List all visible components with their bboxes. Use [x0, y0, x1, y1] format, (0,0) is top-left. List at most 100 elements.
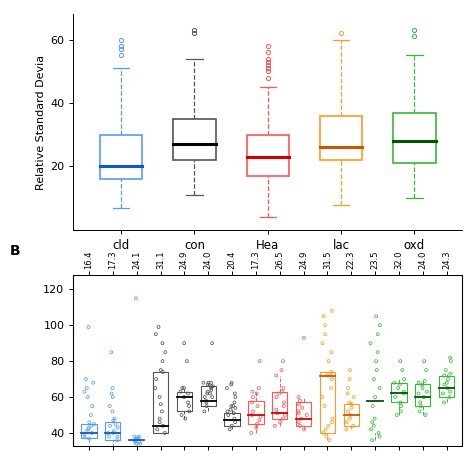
- Point: [321, 330, 329, 338]
- Point: [230, 410, 237, 417]
- Point: [88, 429, 96, 437]
- Point: [278, 366, 285, 374]
- Point: [423, 388, 431, 395]
- Bar: [201, 386, 216, 406]
- Point: [209, 393, 216, 401]
- Point: [135, 433, 143, 440]
- Point: [344, 408, 352, 415]
- Point: [273, 406, 280, 413]
- Bar: [153, 372, 168, 433]
- Point: [201, 393, 209, 401]
- Bar: [415, 384, 430, 406]
- Point: [444, 384, 451, 392]
- Y-axis label: Relative Standard Devia: Relative Standard Devia: [36, 55, 46, 190]
- Point: [442, 366, 450, 374]
- Point: [273, 372, 280, 379]
- Point: [440, 399, 448, 406]
- Bar: [393, 112, 436, 163]
- Point: [374, 348, 382, 356]
- Bar: [173, 119, 216, 160]
- Point: [132, 294, 139, 302]
- Point: [376, 384, 383, 392]
- Point: [295, 408, 302, 415]
- Point: [83, 428, 91, 435]
- Point: [328, 307, 336, 315]
- Bar: [344, 404, 359, 426]
- Point: [207, 379, 215, 386]
- Point: [155, 323, 162, 331]
- Point: [301, 426, 308, 433]
- Point: [231, 404, 239, 411]
- Point: [393, 411, 401, 419]
- Point: [346, 399, 353, 406]
- Point: [343, 426, 350, 433]
- Point: [327, 384, 335, 392]
- Point: [346, 411, 354, 419]
- Point: [87, 411, 95, 419]
- Point: [319, 339, 326, 347]
- Point: [112, 420, 119, 428]
- Bar: [392, 383, 407, 402]
- Point: [152, 384, 159, 392]
- Point: [419, 381, 426, 388]
- Point: [110, 428, 118, 435]
- Point: [248, 411, 256, 419]
- Point: [85, 435, 93, 442]
- Point: [109, 384, 117, 392]
- Point: [227, 406, 234, 413]
- Point: [249, 408, 257, 415]
- Point: [185, 402, 193, 410]
- Point: [397, 408, 405, 415]
- Point: [279, 357, 287, 365]
- Text: B: B: [9, 244, 20, 258]
- Point: [184, 390, 191, 397]
- Point: [328, 375, 336, 383]
- Point: [443, 379, 451, 386]
- Point: [321, 321, 329, 329]
- Point: [319, 312, 327, 320]
- Point: [113, 437, 121, 444]
- Point: [104, 429, 111, 437]
- Point: [369, 402, 376, 410]
- Point: [392, 393, 399, 401]
- Point: [159, 422, 167, 429]
- Point: [370, 375, 378, 383]
- Point: [249, 388, 256, 395]
- Point: [224, 408, 231, 415]
- Point: [114, 424, 121, 431]
- Point: [281, 411, 289, 419]
- Point: [81, 431, 88, 438]
- Point: [343, 419, 351, 426]
- Point: [329, 415, 337, 422]
- Point: [328, 419, 336, 426]
- Point: [271, 422, 279, 429]
- Point: [417, 402, 425, 410]
- Point: [280, 402, 287, 410]
- Point: [441, 381, 448, 388]
- Point: [420, 393, 428, 401]
- Point: [90, 379, 97, 386]
- Point: [325, 422, 332, 429]
- Point: [209, 383, 217, 390]
- Point: [178, 411, 185, 419]
- Point: [184, 399, 192, 406]
- Point: [419, 384, 426, 392]
- Point: [109, 417, 117, 424]
- Point: [208, 383, 215, 390]
- Point: [447, 388, 454, 395]
- Point: [230, 415, 238, 422]
- Point: [81, 433, 88, 440]
- Point: [161, 429, 169, 437]
- Point: [154, 426, 161, 433]
- Point: [346, 366, 354, 374]
- Point: [400, 390, 408, 397]
- Point: [162, 348, 169, 356]
- Point: [106, 402, 113, 410]
- Point: [368, 437, 376, 444]
- Point: [399, 366, 406, 374]
- Point: [322, 426, 329, 433]
- Point: [131, 438, 139, 446]
- Point: [447, 370, 454, 377]
- Point: [256, 357, 264, 365]
- Point: [296, 422, 304, 429]
